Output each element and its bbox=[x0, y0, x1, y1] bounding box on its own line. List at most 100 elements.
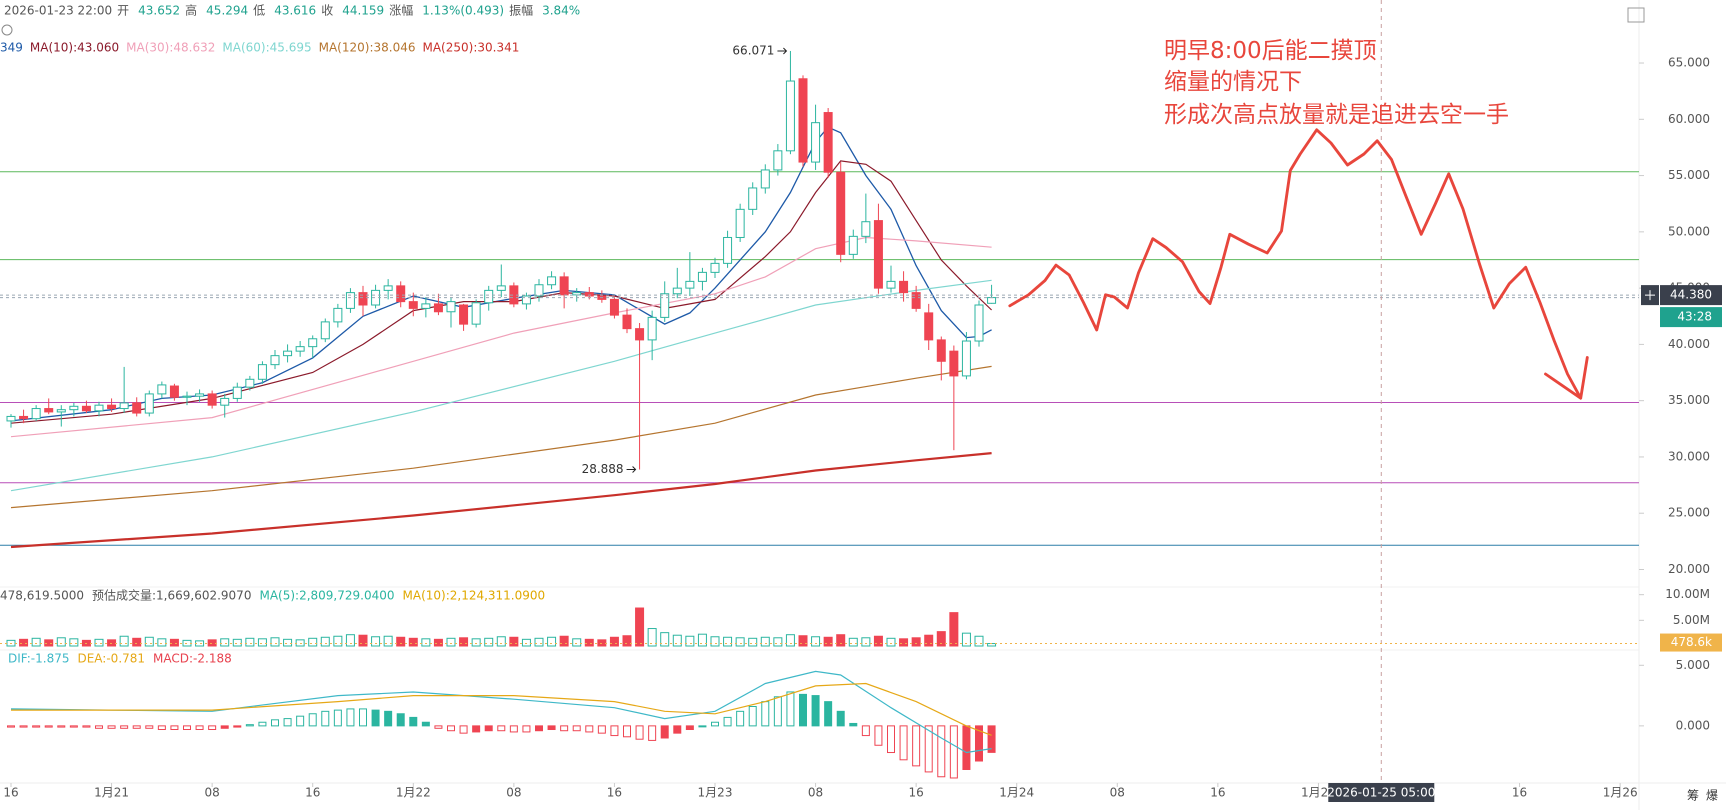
macd-bar bbox=[522, 725, 531, 733]
candle-body bbox=[484, 289, 494, 304]
volume-last-label: 478.6k bbox=[1671, 635, 1712, 649]
candle-body bbox=[182, 395, 192, 398]
volume-bar bbox=[836, 634, 846, 647]
volume-bar bbox=[270, 637, 280, 647]
line-series bbox=[10, 160, 993, 424]
candle-body bbox=[785, 80, 795, 152]
macd-bar bbox=[887, 725, 895, 754]
x-tick-label: 1月24 bbox=[999, 786, 1034, 800]
y-tick-label: 25.000 bbox=[1668, 506, 1710, 520]
candle-body bbox=[144, 393, 154, 414]
candle-body bbox=[81, 405, 91, 412]
volume-bar bbox=[521, 638, 531, 647]
macd-bar bbox=[497, 725, 506, 732]
x-tick-label: 16 bbox=[1512, 786, 1527, 800]
macd-bar bbox=[220, 725, 229, 729]
candle-body bbox=[245, 378, 255, 388]
volume-bar bbox=[710, 636, 720, 647]
add-icon[interactable] bbox=[1645, 290, 1655, 301]
candle-body bbox=[44, 408, 54, 413]
header-item: 收 bbox=[321, 4, 333, 18]
candle-body bbox=[861, 221, 871, 237]
settings-icon[interactable] bbox=[1, 24, 13, 36]
volume-bar bbox=[232, 638, 242, 647]
candle-body bbox=[56, 409, 66, 413]
header-item: 高 bbox=[185, 3, 197, 18]
candle-body bbox=[358, 292, 368, 306]
candle-body bbox=[823, 112, 833, 173]
volume-bar bbox=[119, 635, 129, 647]
volume-bar bbox=[446, 637, 456, 647]
x-tick-label: 16 bbox=[909, 786, 924, 800]
candle-body bbox=[396, 285, 406, 303]
legend-item: MA(30):48.632 bbox=[126, 41, 215, 55]
legend-item: MA(10):43.060 bbox=[30, 41, 119, 55]
volume-bar bbox=[157, 638, 167, 647]
macd-bar bbox=[333, 709, 342, 727]
toolbar-button[interactable]: 筹 bbox=[1687, 789, 1699, 803]
candle-body bbox=[609, 298, 619, 316]
candle-body bbox=[257, 364, 267, 380]
header-item: 43.616 bbox=[274, 4, 316, 18]
header-item: 开 bbox=[117, 4, 129, 18]
volume-bar bbox=[44, 639, 54, 647]
macd-bar bbox=[296, 715, 305, 727]
volume-bar bbox=[56, 637, 66, 647]
candle-body bbox=[31, 408, 41, 420]
macd-bar bbox=[786, 691, 795, 727]
volume-bar bbox=[911, 637, 921, 647]
macd-bar bbox=[535, 725, 543, 732]
header-item: 44.159 bbox=[342, 4, 384, 18]
volume-bar bbox=[396, 636, 406, 647]
candle-body bbox=[949, 350, 959, 377]
candle-body bbox=[873, 220, 883, 289]
volume-bar bbox=[257, 638, 267, 647]
candle-body bbox=[534, 284, 544, 297]
volume-bar bbox=[169, 638, 179, 647]
macd-bar bbox=[308, 713, 317, 727]
legend-item: DEA:-0.781 bbox=[77, 652, 145, 666]
volume-bar bbox=[773, 637, 783, 647]
volume-bar bbox=[861, 637, 871, 647]
volume-bar bbox=[961, 632, 971, 647]
annotation: 缩量的情况下 bbox=[1164, 69, 1302, 95]
macd-bar bbox=[761, 701, 770, 727]
candle-body bbox=[471, 302, 481, 325]
volume-bar bbox=[886, 637, 896, 647]
macd-bar bbox=[233, 725, 242, 728]
toolbar-button[interactable]: 爆 bbox=[1706, 789, 1718, 803]
x-tick-label: 1月25 bbox=[1301, 786, 1336, 800]
crosshair-x-box bbox=[1328, 783, 1435, 802]
x-tick-label: 16 bbox=[607, 786, 622, 800]
macd-bar bbox=[861, 725, 870, 737]
volume-bar bbox=[559, 635, 569, 647]
macd-bar bbox=[547, 725, 556, 731]
x-tick-label: 08 bbox=[205, 786, 220, 800]
volume-bar bbox=[69, 638, 79, 647]
candle-body bbox=[94, 404, 104, 412]
macd-bar bbox=[32, 725, 41, 728]
volume-bar bbox=[609, 636, 619, 647]
y-tick-label: 65.000 bbox=[1668, 56, 1710, 70]
candle-body bbox=[6, 415, 16, 422]
volume-bar bbox=[899, 638, 909, 647]
macd-bar bbox=[258, 721, 267, 727]
candle-body bbox=[232, 386, 242, 399]
macd-bar bbox=[145, 725, 154, 729]
macd-bar bbox=[245, 724, 254, 727]
crosshair-y-label: 44.380 bbox=[1670, 288, 1712, 302]
crosshair-y-box bbox=[1660, 285, 1722, 306]
volume-bar bbox=[660, 632, 670, 647]
macd-bar bbox=[685, 725, 694, 731]
header-item: 43.652 bbox=[138, 4, 180, 18]
macd-bar bbox=[773, 696, 782, 727]
candle-body bbox=[295, 346, 305, 352]
expand-icon[interactable] bbox=[1627, 7, 1645, 23]
macd-bar bbox=[321, 710, 330, 727]
candle-body bbox=[408, 301, 418, 309]
macd-bar bbox=[208, 725, 217, 731]
header-item: 3.84% bbox=[542, 4, 580, 18]
candle-body bbox=[848, 235, 858, 255]
macd-bar bbox=[132, 725, 141, 729]
macd-bar bbox=[271, 719, 279, 727]
